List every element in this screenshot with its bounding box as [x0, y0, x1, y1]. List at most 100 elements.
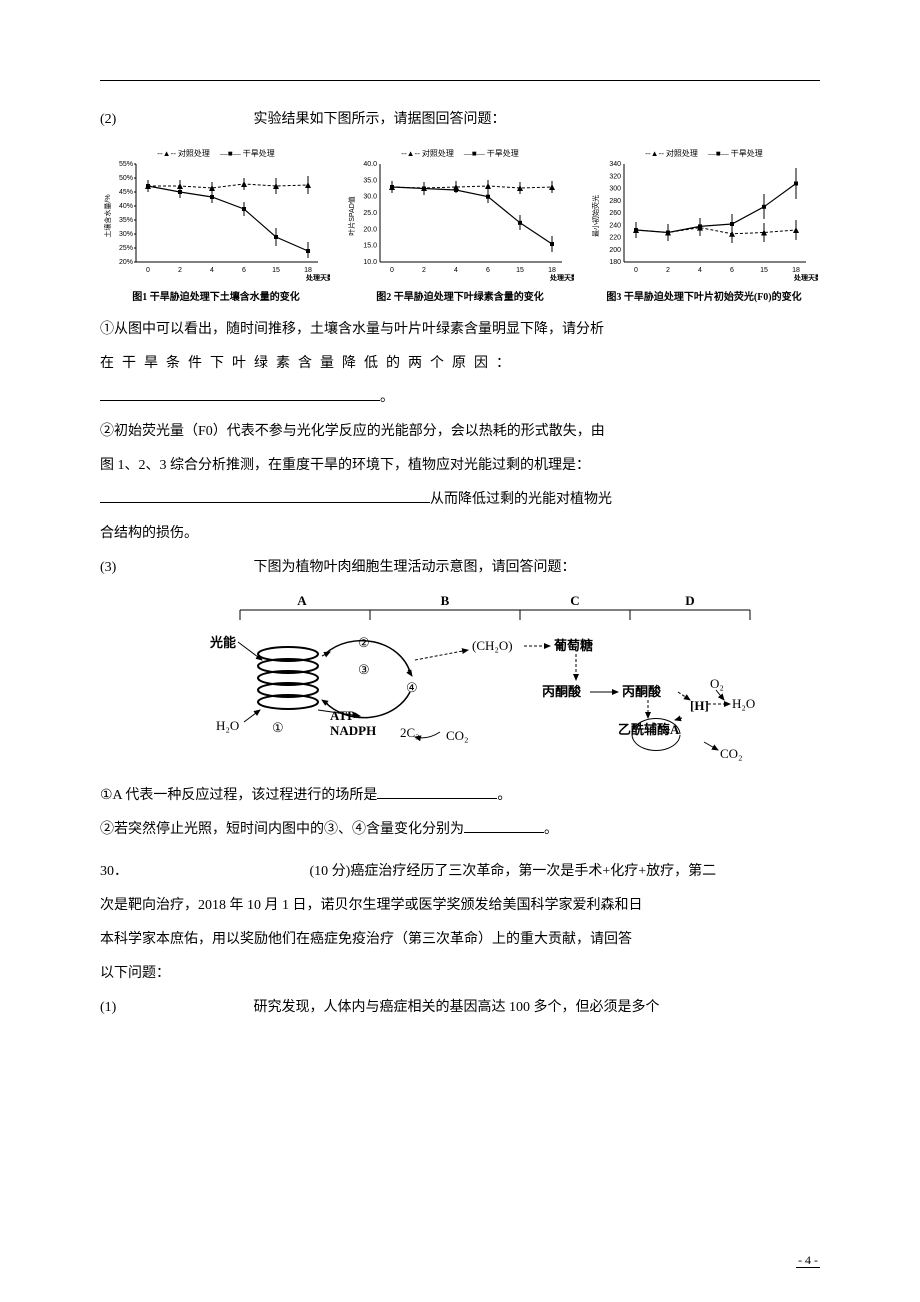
chart3-legend: --▲-- 对照处理 —■— 干旱处理 [588, 146, 820, 162]
blank-line [377, 784, 497, 799]
svg-text:18: 18 [548, 267, 556, 274]
svg-text:15: 15 [516, 267, 524, 274]
svg-text:10.0: 10.0 [363, 259, 377, 266]
q29-2-1b: 在干旱条件下叶绿素含量降低的两个原因： [100, 350, 820, 378]
svg-text:4: 4 [210, 267, 214, 274]
q29-2-1a: ①从图中可以看出，随时间推移，土壤含水量与叶片叶绿素含量明显下降，请分析 [100, 316, 820, 344]
svg-text:4: 4 [698, 267, 702, 274]
svg-text:260: 260 [609, 210, 621, 217]
svg-text:6: 6 [486, 267, 490, 274]
svg-text:H₂O: H₂O [732, 696, 755, 711]
q30-intro: 30． (10 分)癌症治疗经历了三次革命，第一次是手术+化疗+放疗，第二 [156, 858, 820, 886]
svg-text:[H]: [H] [690, 698, 709, 713]
blank-line [464, 818, 544, 833]
svg-text:35.0: 35.0 [363, 177, 377, 184]
part2-text: 实验结果如下图所示，请据图回答问题： [254, 112, 506, 127]
q30-intro-d: 以下问题： [100, 960, 820, 988]
svg-text:2: 2 [666, 267, 670, 274]
chart1-caption: 图1 干旱胁迫处理下土壤含水量的变化 [100, 288, 332, 308]
chart3-panel: --▲-- 对照处理 —■— 干旱处理 180 200 220 240 260 … [588, 146, 820, 282]
svg-text:最小初始荧光: 最小初始荧光 [591, 195, 600, 237]
svg-text:15.0: 15.0 [363, 243, 377, 250]
legend-control: 对照处理 [666, 149, 698, 158]
blank-line [100, 488, 430, 503]
svg-text:40.0: 40.0 [363, 161, 377, 168]
q30-intro-a: (10 分)癌症治疗经历了三次革命，第一次是手术+化疗+放疗，第二 [310, 864, 717, 879]
svg-text:处理天数: 处理天数 [305, 273, 330, 282]
cell-diagram: A B C D 光能 H₂O ① [210, 592, 750, 772]
part-number: (2) [100, 106, 250, 134]
q30-p1-text: 研究发现，人体内与癌症相关的基因高达 100 多个，但必须是多个 [254, 1000, 660, 1015]
svg-text:40%: 40% [119, 203, 133, 210]
chart1-panel: --▲-- 对照处理 —■— 干旱处理 20% 25% 30% 35% 40% … [100, 146, 332, 282]
svg-text:处理天数: 处理天数 [549, 273, 574, 282]
svg-text:20%: 20% [119, 259, 133, 266]
svg-text:180: 180 [609, 259, 621, 266]
svg-text:0: 0 [390, 267, 394, 274]
q30-number: 30． [100, 858, 156, 886]
svg-text:叶片SPAD值: 叶片SPAD值 [347, 196, 356, 236]
chart2-legend: --▲-- 对照处理 —■— 干旱处理 [344, 146, 576, 162]
svg-text:CO₂: CO₂ [720, 746, 743, 761]
svg-text:18: 18 [792, 267, 800, 274]
svg-text:丙酮酸: 丙酮酸 [622, 684, 662, 699]
svg-text:18: 18 [304, 267, 312, 274]
svg-text:0: 0 [634, 267, 638, 274]
part-number: (1) [100, 994, 250, 1022]
svg-text:15: 15 [272, 267, 280, 274]
chart2-caption: 图2 干旱胁迫处理下叶绿素含量的变化 [344, 288, 576, 308]
svg-text:④: ④ [406, 680, 418, 695]
part-number: (3) [100, 554, 250, 582]
q30-part1: (1) 研究发现，人体内与癌症相关的基因高达 100 多个，但必须是多个 [100, 994, 820, 1022]
q29-3-1: ①A 代表一种反应过程，该过程进行的场所是 。 [100, 782, 820, 810]
q29-2-1-blank: 。 [100, 384, 820, 412]
q29-2-2b: 图 1、2、3 综合分析推测，在重度干旱的环境下，植物应对光能过剩的机理是： [100, 452, 820, 480]
svg-text:葡萄糖: 葡萄糖 [553, 638, 593, 653]
svg-text:30%: 30% [119, 231, 133, 238]
svg-text:340: 340 [609, 161, 621, 168]
svg-text:乙酰辅酶A: 乙酰辅酶A [618, 722, 680, 737]
svg-text:55%: 55% [119, 161, 133, 168]
q30-intro-c: 本科学家本庶佑，用以奖励他们在癌症免疫治疗（第三次革命）上的重大贡献，请回答 [100, 926, 820, 954]
svg-text:ATP: ATP [330, 708, 355, 723]
q29-2-2c-line: 从而降低过剩的光能对植物光 [100, 486, 820, 514]
svg-text:①: ① [272, 720, 284, 735]
svg-text:②: ② [358, 635, 370, 650]
legend-control: 对照处理 [422, 149, 454, 158]
svg-text:300: 300 [609, 186, 621, 193]
legend-drought: 干旱处理 [243, 149, 275, 158]
svg-text:光能: 光能 [210, 635, 236, 650]
svg-text:220: 220 [609, 235, 621, 242]
svg-text:280: 280 [609, 198, 621, 205]
charts-row: --▲-- 对照处理 —■— 干旱处理 20% 25% 30% 35% 40% … [100, 146, 820, 282]
period: 。 [544, 822, 558, 837]
label-C: C [570, 593, 579, 608]
svg-text:20.0: 20.0 [363, 226, 377, 233]
q29-2-2d: 合结构的损伤。 [100, 520, 820, 548]
svg-text:O₂: O₂ [710, 676, 724, 691]
svg-text:处理天数: 处理天数 [793, 273, 818, 282]
q29-3-2: ②若突然停止光照，短时间内图中的③、④含量变化分别为 。 [100, 816, 820, 844]
chart2-svg: 10.0 15.0 20.0 25.0 30.0 35.0 40.0 02461… [344, 146, 574, 282]
q29-3-2a: ②若突然停止光照，短时间内图中的③、④含量变化分别为 [100, 822, 464, 837]
q29-2-2c: 从而降低过剩的光能对植物光 [430, 492, 612, 507]
svg-text:25.0: 25.0 [363, 210, 377, 217]
svg-text:45%: 45% [119, 189, 133, 196]
page-number-text: - 4 - [796, 1253, 820, 1268]
svg-text:2: 2 [178, 267, 182, 274]
blank-line [100, 386, 380, 401]
page-number: - 4 - [796, 1248, 820, 1272]
svg-text:0: 0 [146, 267, 150, 274]
q30-intro-b: 次是靶向治疗，2018 年 10 月 1 日，诺贝尔生理学或医学奖颁发给美国科学… [100, 892, 820, 920]
q29-part3-heading: (3) 下图为植物叶肉细胞生理活动示意图，请回答问题： [100, 554, 820, 582]
label-D: D [685, 593, 694, 608]
svg-text:240: 240 [609, 222, 621, 229]
svg-text:200: 200 [609, 247, 621, 254]
q29-3-1a: ①A 代表一种反应过程，该过程进行的场所是 [100, 788, 377, 803]
legend-control: 对照处理 [178, 149, 210, 158]
period: 。 [497, 788, 511, 803]
label-B: B [441, 593, 450, 608]
svg-text:土壤含水量/%: 土壤含水量/% [103, 194, 112, 237]
svg-text:丙酮酸: 丙酮酸 [542, 684, 582, 699]
svg-text:6: 6 [242, 267, 246, 274]
